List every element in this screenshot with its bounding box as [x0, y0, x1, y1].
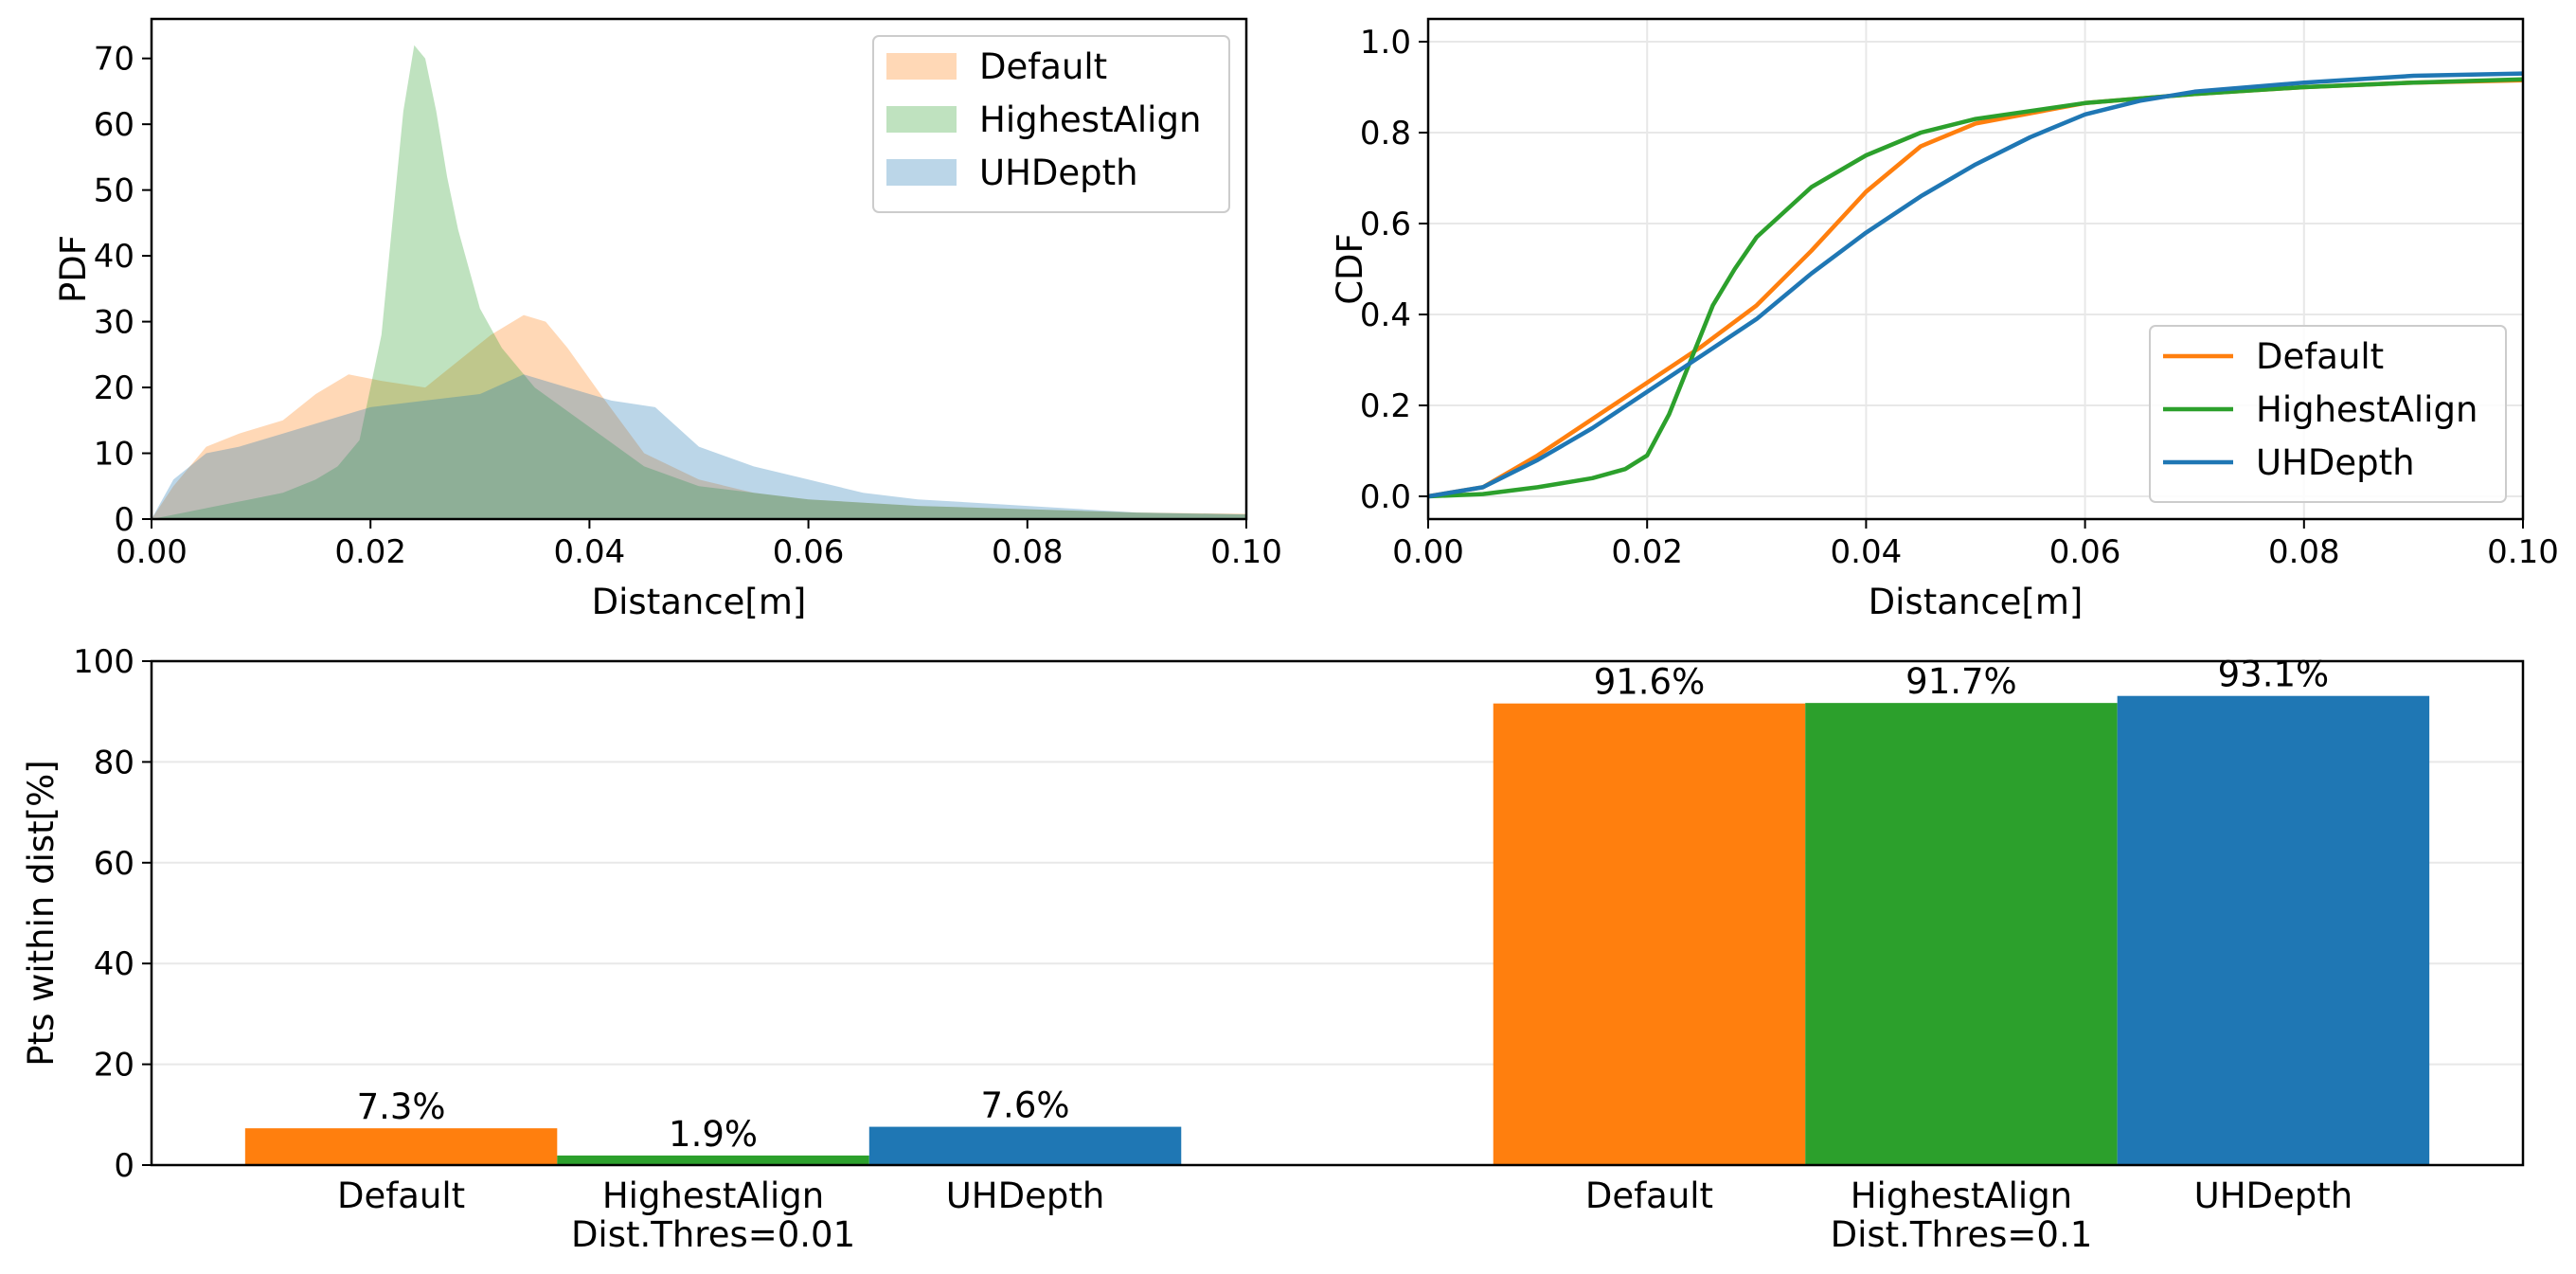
bar-value-label: 7.6% [981, 1086, 1070, 1126]
y-axis-label: Pts within dist[%] [21, 760, 62, 1066]
x-tick-label: 0.06 [2049, 533, 2121, 571]
bar-value-label: 91.6% [1594, 662, 1706, 703]
x-tick-label: 0.08 [2268, 533, 2340, 571]
threshold-label: Dist.Thres=0.01 [571, 1214, 855, 1255]
legend-label-highestalign: HighestAlign [979, 99, 1201, 140]
x-tick-label: 0.02 [1611, 533, 1683, 571]
x-tick-label: 0.04 [554, 533, 626, 571]
y-tick-label: 70 [94, 41, 134, 79]
y-tick-label: 20 [94, 1047, 134, 1085]
plot-frame [1426, 17, 2525, 521]
y-tick-label: 0.0 [1360, 478, 1411, 516]
area-highestalign [152, 45, 1246, 520]
legend-box [2149, 325, 2507, 503]
bar-value-label: 1.9% [669, 1114, 758, 1155]
x-tick-label: 0.04 [1831, 533, 1903, 571]
legend-swatch-highestalign [886, 106, 957, 133]
category-label: HighestAlign [602, 1175, 824, 1216]
area-uhdepth [152, 374, 1246, 519]
y-tick-label: 60 [94, 845, 134, 883]
y-axis-label: CDF [1330, 233, 1370, 305]
bar-value-label: 91.7% [1905, 661, 2017, 702]
y-tick-label: 30 [94, 304, 134, 342]
category-label: Default [1585, 1175, 1713, 1216]
cdf-chart: 0.00 0.02 0.04 0.06 0.08 0.10 0.0 0.2 0.4 0.6 0.8 1… [1330, 17, 2559, 622]
x-tick-label: 0.10 [1210, 533, 1282, 571]
legend-label-default: Default [979, 46, 1107, 87]
bar-uhdepth-2 [2117, 695, 2430, 1165]
plot-frame [150, 659, 2525, 1167]
category-label: Default [337, 1175, 465, 1216]
legend: Default HighestAlign UHDepth [2149, 325, 2507, 503]
y-tick-label: 0.2 [1360, 387, 1411, 425]
x-axis-label: Distance[m] [592, 582, 807, 622]
legend-label-default: Default [2256, 336, 2384, 377]
line-uhdepth [1427, 71, 2524, 499]
x-axis-label: Distance[m] [1869, 582, 2084, 622]
y-tick-label: 0.4 [1360, 296, 1411, 334]
legend-label-highestalign: HighestAlign [2256, 389, 2478, 430]
legend-label-uhdepth: UHDepth [2256, 442, 2415, 483]
bar-default-1 [244, 1128, 558, 1165]
y-tick-label: 20 [94, 369, 134, 407]
bar-uhdepth-1 [868, 1126, 1182, 1165]
category-label: HighestAlign [1851, 1175, 2072, 1216]
bar-highestalign-1 [557, 1155, 869, 1165]
x-tick-label: 0.08 [992, 533, 1064, 571]
legend-box [872, 35, 1230, 213]
pdf-chart: 0.00 0.02 0.04 0.06 0.08 0.10 0 10 20 30 40 50 60 70 D… [53, 17, 1282, 622]
threshold-label: Dist.Thres=0.1 [1831, 1214, 2093, 1255]
y-tick-label: 0 [114, 501, 134, 539]
x-tick-label: 0.10 [2487, 533, 2559, 571]
y-tick-label: 10 [94, 436, 134, 474]
plot-frame [150, 17, 1248, 521]
y-tick-label: 80 [94, 744, 134, 781]
legend-label-uhdepth: UHDepth [979, 153, 1138, 193]
y-tick-label: 50 [94, 172, 134, 210]
y-tick-label: 40 [94, 945, 134, 983]
bar-default-2 [1493, 703, 1806, 1165]
x-tick-label: 0.00 [1392, 533, 1464, 571]
area-default [152, 314, 1246, 519]
legend: Default HighestAlign UHDepth [872, 35, 1230, 213]
y-tick-label: 0.6 [1360, 206, 1411, 243]
x-tick-label: 0.00 [116, 533, 188, 571]
x-tick-label: 0.06 [773, 533, 845, 571]
y-tick-label: 60 [94, 106, 134, 144]
y-tick-label: 0.8 [1360, 115, 1411, 153]
y-tick-label: 40 [94, 238, 134, 276]
legend-swatch-uhdepth [886, 159, 957, 186]
y-tick-label: 1.0 [1360, 24, 1411, 62]
bar-value-label: 7.3% [357, 1086, 446, 1127]
bar-chart: 7.3%Default1.9%HighestAlignDist.Thres=0.… [21, 643, 2525, 1255]
x-tick-label: 0.02 [334, 533, 406, 571]
y-axis-label: PDF [53, 235, 94, 303]
y-tick-label: 100 [73, 643, 134, 681]
category-label: UHDepth [946, 1175, 1105, 1216]
legend-swatch-default [886, 53, 957, 80]
bar-highestalign-2 [1805, 703, 2118, 1165]
category-label: UHDepth [2194, 1175, 2353, 1216]
y-tick-label: 0 [114, 1147, 134, 1185]
